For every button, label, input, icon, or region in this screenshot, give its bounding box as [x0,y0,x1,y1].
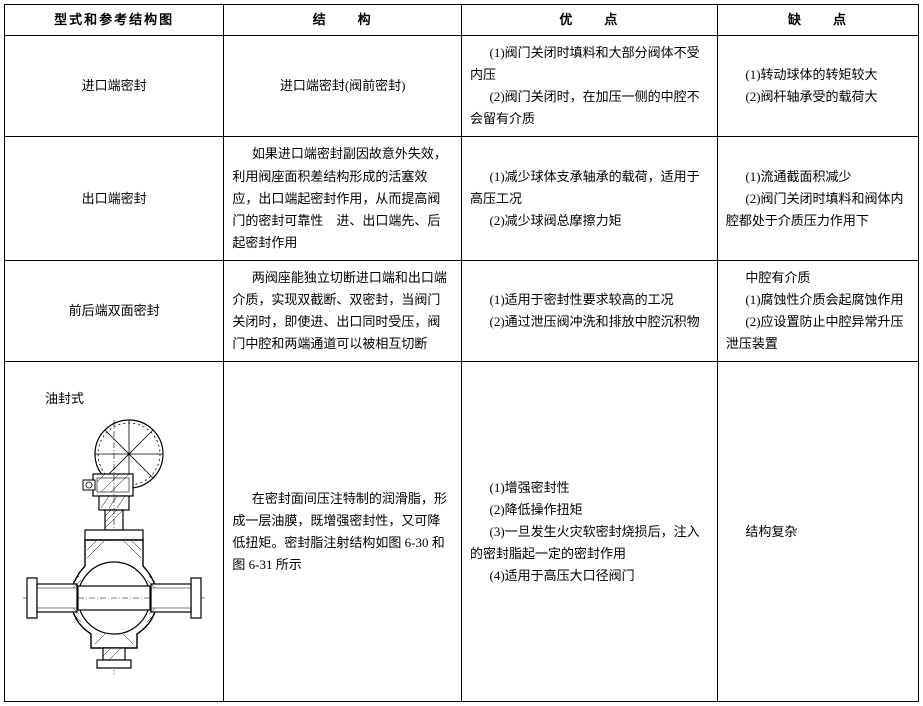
adv-item: (3)一旦发生火灾软密封烧损后，注入的密封脂起一定的密封作用 [470,521,709,565]
adv-item: (1)减少球体支承轴承的载荷，适用于高压工况 [470,166,709,210]
adv-item: (2)降低操作扭矩 [470,499,709,521]
cell-disadvantages: 结构复杂 [717,362,918,702]
dis-item: (1)流通截面积减少 [726,166,910,188]
cell-type: 前后端双面密封 [5,260,224,361]
table-row: 油封式 [5,362,919,702]
dis-item: (1)转动球体的转矩较大 [726,64,910,86]
cell-advantages: (1)阀门关闭时填料和大部分阀体不受内压 (2)阀门关闭时，在加压一侧的中腔不会… [461,36,717,137]
cell-disadvantages: (1)转动球体的转矩较大 (2)阀杆轴承受的载荷大 [717,36,918,137]
table-header-row: 型式和参考结构图 结 构 优 点 缺 点 [5,5,919,36]
type-label: 油封式 [17,388,211,410]
cell-type: 进口端密封 [5,36,224,137]
cell-type-with-diagram: 油封式 [5,362,224,702]
adv-item: (2)通过泄压阀冲洗和排放中腔沉积物 [470,311,709,333]
table-row: 前后端双面密封 两阀座能独立切断进口端和出口端介质，实现双截断、双密封，当阀门关… [5,260,919,361]
adv-item: (4)适用于高压大口径阀门 [470,565,709,587]
header-structure: 结 构 [224,5,462,36]
dis-item: (2)阀杆轴承受的载荷大 [726,86,910,108]
cell-type: 出口端密封 [5,137,224,260]
adv-item: (2)阀门关闭时，在加压一侧的中腔不会留有介质 [470,86,709,130]
valve-seal-comparison-table: 型式和参考结构图 结 构 优 点 缺 点 进口端密封 进口端密封(阀前密封) (… [4,4,919,702]
header-disadvantages: 缺 点 [717,5,918,36]
oil-sealed-valve-diagram-icon [19,416,209,676]
cell-advantages: (1)适用于密封性要求较高的工况 (2)通过泄压阀冲洗和排放中腔沉积物 [461,260,717,361]
adv-item: (2)减少球阀总摩擦力矩 [470,210,709,232]
table-row: 进口端密封 进口端密封(阀前密封) (1)阀门关闭时填料和大部分阀体不受内压 (… [5,36,919,137]
dis-item: 结构复杂 [726,521,910,543]
dis-item: (1)腐蚀性介质会起腐蚀作用 [726,289,910,311]
dis-item: 中腔有介质 [726,267,910,289]
adv-item: (1)适用于密封性要求较高的工况 [470,289,709,311]
cell-advantages: (1)增强密封性 (2)降低操作扭矩 (3)一旦发生火灾软密封烧损后，注入的密封… [461,362,717,702]
cell-structure: 在密封面间压注特制的润滑脂，形成一层油膜，既增强密封性，又可降低扭矩。密封脂注射… [224,362,462,702]
adv-item: (1)增强密封性 [470,477,709,499]
cell-disadvantages: 中腔有介质 (1)腐蚀性介质会起腐蚀作用 (2)应设置防止中腔异常升压泄压装置 [717,260,918,361]
cell-structure: 两阀座能独立切断进口端和出口端介质，实现双截断、双密封，当阀门关闭时，即使进、出… [224,260,462,361]
dis-item: (2)应设置防止中腔异常升压泄压装置 [726,311,910,355]
header-advantages: 优 点 [461,5,717,36]
cell-structure: 如果进口端密封副因故意外失效，利用阀座面积差结构形成的活塞效应，出口端起密封作用… [224,137,462,260]
cell-structure: 进口端密封(阀前密封) [224,36,462,137]
cell-advantages: (1)减少球体支承轴承的载荷，适用于高压工况 (2)减少球阀总摩擦力矩 [461,137,717,260]
adv-item: (1)阀门关闭时填料和大部分阀体不受内压 [470,42,709,86]
table-row: 出口端密封 如果进口端密封副因故意外失效，利用阀座面积差结构形成的活塞效应，出口… [5,137,919,260]
cell-disadvantages: (1)流通截面积减少 (2)阀门关闭时填料和阀体内腔都处于介质压力作用下 [717,137,918,260]
dis-item: (2)阀门关闭时填料和阀体内腔都处于介质压力作用下 [726,188,910,232]
header-type: 型式和参考结构图 [5,5,224,36]
